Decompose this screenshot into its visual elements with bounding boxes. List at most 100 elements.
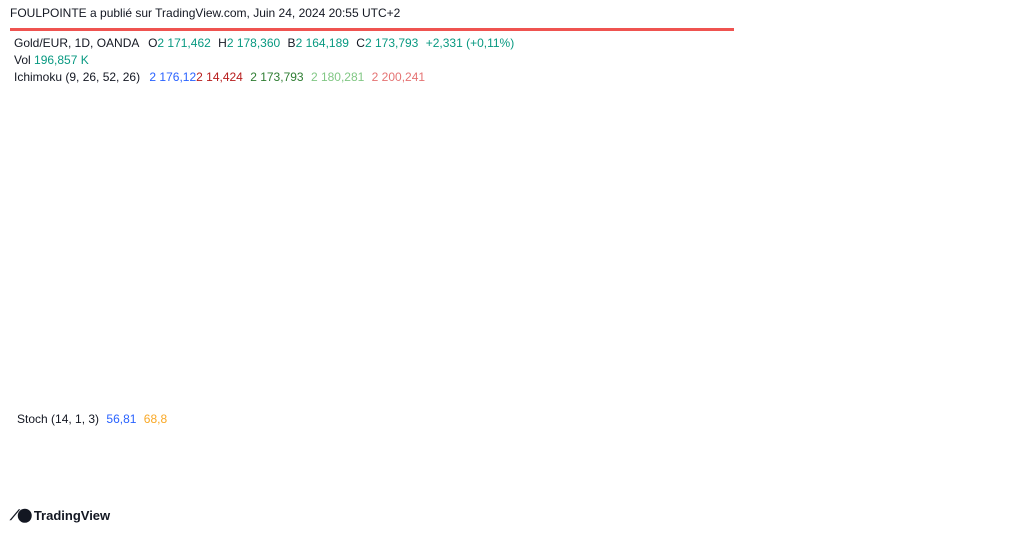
- plot-frame: [9, 29, 937, 471]
- legend-ichi-v2: 2 1: [196, 70, 213, 84]
- candle-body: [176, 97, 191, 115]
- volume-bar: [714, 254, 734, 322]
- candle-body: [30, 142, 45, 145]
- legend-row-volume[interactable]: Vol 196,857 K: [14, 53, 89, 67]
- candle-body: [696, 95, 711, 124]
- candle-body: [613, 117, 628, 148]
- price-tick-label: 2 160,000: [945, 132, 994, 144]
- last-price-bg: [936, 118, 1002, 134]
- candle-body: [467, 127, 482, 148]
- publisher-line: FOULPOINTE a publié sur TradingView.com,…: [10, 6, 401, 20]
- time-tick-label: 8: [931, 477, 938, 491]
- symbol-tag-bg: [884, 118, 936, 134]
- time-tick-label: 17: [615, 477, 629, 491]
- mid-tick-label: −0,50: [945, 394, 973, 406]
- time-tick-label: 13: [93, 477, 107, 491]
- time-tick-label: Juin: [399, 477, 424, 491]
- candle-body: [72, 112, 87, 133]
- candle-body: [197, 82, 212, 109]
- legend-ichi-v1: 2 176,12: [149, 70, 197, 84]
- legend-b-value: 2 164,189: [295, 36, 349, 50]
- senkou-span-b-line: [16, 151, 975, 291]
- legend-ichimoku-label: Ichimoku (9, 26, 52, 26): [14, 70, 141, 84]
- candle-body: [717, 96, 732, 123]
- volume-bar: [319, 249, 339, 322]
- support-annotation: 2129 euros à tenir.: [270, 176, 401, 193]
- price-tick-label: 2 000,000: [945, 275, 994, 287]
- volume-bar: [631, 254, 651, 322]
- candle-body: [488, 115, 503, 130]
- legend-symbol[interactable]: Gold/EUR, 1D, OANDA: [14, 36, 139, 50]
- price-tick-label: 1 960,000: [945, 311, 994, 323]
- candle-body: [530, 149, 544, 169]
- candle-body: [155, 110, 170, 114]
- candle-body: [93, 111, 108, 136]
- volume-bar: [277, 254, 297, 322]
- symbol-tag: XAUEUR: [888, 121, 934, 133]
- legend-o-label: O: [148, 36, 158, 50]
- price-tick-label: 2 040,000: [945, 239, 994, 251]
- candle-body: [114, 120, 128, 133]
- brand-logo[interactable]: ⟋⬤ TradingView: [10, 507, 110, 524]
- volume-bar: [69, 249, 89, 322]
- candle-body: [550, 140, 565, 150]
- target-annotation: 2286 €: [688, 42, 735, 59]
- candle-body: [342, 120, 357, 130]
- volume-bar: [236, 241, 256, 322]
- candle-body: [301, 138, 316, 141]
- price-tick-label: 2 200,000: [945, 96, 994, 108]
- candle-body: [134, 109, 149, 119]
- volume-bar: [569, 245, 589, 322]
- candle-body: [405, 131, 420, 143]
- candle-body: [10, 140, 24, 146]
- legend-stoch-label: Stoch (14, 1, 3): [17, 412, 100, 426]
- legend-vol-value: 196,857 K: [34, 53, 89, 67]
- legend-c-value: 2 173,793: [364, 36, 419, 50]
- candle-body: [322, 128, 336, 137]
- legend-row-stoch[interactable]: Stoch (14, 1, 3) 56,81 68,8: [17, 412, 168, 426]
- legend-b-label: B: [287, 36, 296, 50]
- candle-body: [363, 120, 378, 130]
- candle-body: [634, 117, 648, 134]
- stoch-tick-label: 100,00: [945, 405, 979, 417]
- volume-bar: [257, 236, 277, 322]
- volume-bar: [361, 245, 381, 322]
- price-tick-label: 2 240,000: [945, 60, 994, 72]
- candle-body: [280, 103, 295, 139]
- price-tick-label: 2 120,000: [945, 168, 994, 180]
- candle-body: [571, 138, 586, 144]
- volume-bar: [756, 263, 776, 322]
- mid-tick-label: 0,00: [945, 361, 966, 373]
- legend-stoch-k: 56,81: [106, 412, 137, 426]
- volume-bar: [132, 247, 152, 322]
- legend-stoch-d: 68,8: [143, 412, 168, 426]
- currency-button: [940, 32, 1000, 58]
- candle-body: [738, 124, 752, 127]
- ichimoku-cloud: [17, 99, 974, 289]
- volume-bar: [90, 254, 110, 322]
- candle-body: [509, 115, 524, 171]
- time-tick-label: 24: [719, 477, 733, 491]
- volume-bar: [111, 252, 131, 322]
- mid-tick-label: 0,50: [945, 328, 966, 340]
- volume-bar: [693, 265, 713, 322]
- volume-bar: [652, 256, 672, 322]
- legend-h-value: 2 178,360: [226, 36, 281, 50]
- legend-row-ichimoku[interactable]: Ichimoku (9, 26, 52, 26) 2 176,122 14,42…: [14, 70, 425, 84]
- volume-bar: [215, 243, 235, 322]
- volume-bar: [506, 232, 526, 322]
- volume-bar: [444, 249, 464, 322]
- legend-ichi-v3: 4,424: [212, 70, 243, 84]
- legend-row-price: Gold/EUR, 1D, OANDA O2 171,462 H2 178,36…: [14, 36, 514, 50]
- legend-o-value: 2 171,462: [157, 36, 211, 50]
- volume-bar: [423, 241, 443, 322]
- volume-bar: [194, 241, 214, 322]
- volume-bar: [402, 245, 422, 322]
- volume-bar: [298, 265, 318, 322]
- legend-h-label: H: [218, 36, 227, 50]
- volume-bar: [610, 245, 630, 322]
- chikou-span-line: [16, 95, 247, 149]
- volume-bar: [465, 247, 485, 322]
- last-price-label: 2 173,793: [942, 121, 991, 133]
- tradingview-logo-icon: ⟋⬤: [10, 507, 32, 523]
